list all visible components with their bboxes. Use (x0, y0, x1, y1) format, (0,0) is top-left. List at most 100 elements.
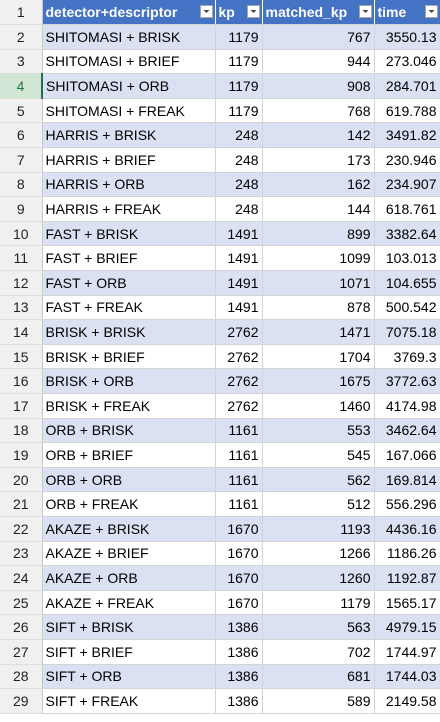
cell-detector-descriptor[interactable]: SIFT + ORB (42, 664, 216, 690)
row-header[interactable]: 15 (0, 344, 43, 370)
cell-detector-descriptor[interactable]: ORB + ORB (42, 467, 216, 493)
row-header[interactable]: 5 (0, 98, 43, 124)
cell-matched-kp[interactable]: 944 (262, 49, 375, 75)
cell-kp[interactable]: 1386 (215, 639, 263, 665)
cell-time[interactable]: 7075.18 (374, 319, 440, 345)
cell-detector-descriptor[interactable]: FAST + BRIEF (42, 245, 216, 272)
cell-time[interactable]: 284.701 (374, 73, 440, 99)
cell-detector-descriptor[interactable]: SIFT + FREAK (42, 688, 216, 714)
row-header[interactable]: 18 (0, 418, 43, 444)
cell-time[interactable]: 3491.82 (374, 122, 440, 149)
cell-time[interactable]: 1744.97 (374, 639, 440, 665)
cell-time[interactable]: 273.046 (374, 49, 440, 75)
row-header[interactable]: 1 (0, 0, 43, 26)
row-header[interactable]: 3 (0, 49, 43, 75)
cell-detector-descriptor[interactable]: AKAZE + ORB (42, 565, 216, 591)
cell-matched-kp[interactable]: 162 (262, 172, 375, 198)
cell-time[interactable]: 1565.17 (374, 590, 440, 616)
cell-detector-descriptor[interactable]: BRISK + ORB (42, 368, 216, 394)
cell-matched-kp[interactable]: 768 (262, 98, 375, 124)
row-header[interactable]: 12 (0, 270, 43, 296)
row-header[interactable]: 6 (0, 122, 43, 149)
cell-kp[interactable]: 1179 (215, 49, 263, 75)
filter-dropdown-icon[interactable] (199, 5, 213, 18)
cell-detector-descriptor[interactable]: AKAZE + BRISK (42, 516, 216, 542)
cell-time[interactable]: 556.296 (374, 491, 440, 517)
cell-detector-descriptor[interactable]: ORB + BRISK (42, 418, 216, 444)
cell-detector-descriptor[interactable]: HARRIS + FREAK (42, 196, 216, 222)
row-header[interactable]: 25 (0, 590, 43, 616)
cell-detector-descriptor[interactable]: SHITOMASI + FREAK (42, 98, 216, 124)
filter-dropdown-icon[interactable] (424, 5, 438, 18)
cell-time[interactable]: 1192.87 (374, 565, 440, 591)
cell-kp[interactable]: 2762 (215, 368, 263, 394)
cell-kp[interactable]: 1161 (215, 467, 263, 493)
cell-kp[interactable]: 1161 (215, 418, 263, 444)
cell-kp[interactable]: 1179 (215, 98, 263, 124)
cell-matched-kp[interactable]: 545 (262, 442, 375, 468)
cell-kp[interactable]: 1491 (215, 221, 263, 247)
cell-matched-kp[interactable]: 767 (262, 24, 375, 50)
row-header[interactable]: 23 (0, 541, 43, 567)
cell-kp[interactable]: 1491 (215, 245, 263, 272)
cell-kp[interactable]: 1386 (215, 614, 263, 640)
cell-kp[interactable]: 2762 (215, 319, 263, 345)
cell-matched-kp[interactable]: 173 (262, 147, 375, 173)
cell-time[interactable]: 1744.03 (374, 664, 440, 690)
column-header-kp[interactable]: kp (215, 0, 263, 26)
cell-time[interactable]: 3772.63 (374, 368, 440, 394)
cell-kp[interactable]: 1161 (215, 491, 263, 517)
cell-kp[interactable]: 1670 (215, 590, 263, 616)
cell-kp[interactable]: 248 (215, 196, 263, 222)
cell-time[interactable]: 169.814 (374, 467, 440, 493)
cell-kp[interactable]: 1491 (215, 295, 263, 321)
cell-matched-kp[interactable]: 144 (262, 196, 375, 222)
cell-detector-descriptor[interactable]: SHITOMASI + BRIEF (42, 49, 216, 75)
cell-time[interactable]: 500.542 (374, 295, 440, 321)
cell-time[interactable]: 2149.58 (374, 688, 440, 714)
cell-time[interactable]: 103.013 (374, 245, 440, 272)
cell-kp[interactable]: 1670 (215, 516, 263, 542)
row-header[interactable]: 24 (0, 565, 43, 591)
cell-matched-kp[interactable]: 1704 (262, 344, 375, 370)
cell-time[interactable]: 3462.64 (374, 418, 440, 444)
cell-matched-kp[interactable]: 1260 (262, 565, 375, 591)
column-header-matched-kp[interactable]: matched_kp (262, 0, 375, 26)
cell-matched-kp[interactable]: 908 (262, 73, 375, 99)
cell-kp[interactable]: 1386 (215, 664, 263, 690)
cell-matched-kp[interactable]: 1675 (262, 368, 375, 394)
cell-kp[interactable]: 248 (215, 147, 263, 173)
row-header[interactable]: 8 (0, 172, 43, 198)
cell-matched-kp[interactable]: 1460 (262, 393, 375, 419)
cell-time[interactable]: 1186.26 (374, 541, 440, 567)
column-header-time[interactable]: time (374, 0, 440, 26)
row-header[interactable]: 21 (0, 491, 43, 517)
row-header[interactable]: 17 (0, 393, 43, 419)
row-header[interactable]: 19 (0, 442, 43, 468)
cell-detector-descriptor[interactable]: FAST + BRISK (42, 221, 216, 247)
cell-detector-descriptor[interactable]: ORB + FREAK (42, 491, 216, 517)
cell-kp[interactable]: 1161 (215, 442, 263, 468)
cell-detector-descriptor[interactable]: HARRIS + BRIEF (42, 147, 216, 173)
cell-time[interactable]: 104.655 (374, 270, 440, 296)
row-header[interactable]: 7 (0, 147, 43, 173)
row-header[interactable]: 28 (0, 664, 43, 690)
row-header[interactable]: 16 (0, 368, 43, 394)
row-header[interactable]: 13 (0, 295, 43, 321)
cell-matched-kp[interactable]: 142 (262, 122, 375, 149)
cell-detector-descriptor[interactable]: BRISK + BRISK (42, 319, 216, 345)
cell-detector-descriptor[interactable]: ORB + BRIEF (42, 442, 216, 468)
cell-matched-kp[interactable]: 1193 (262, 516, 375, 542)
cell-detector-descriptor[interactable]: BRISK + BRIEF (42, 344, 216, 370)
row-header[interactable]: 2 (0, 24, 43, 50)
cell-kp[interactable]: 1179 (215, 24, 263, 50)
cell-kp[interactable]: 1670 (215, 565, 263, 591)
cell-matched-kp[interactable]: 1266 (262, 541, 375, 567)
cell-matched-kp[interactable]: 681 (262, 664, 375, 690)
cell-matched-kp[interactable]: 899 (262, 221, 375, 247)
column-header-detector-descriptor[interactable]: detector+descriptor (42, 0, 216, 26)
cell-time[interactable]: 230.946 (374, 147, 440, 173)
cell-detector-descriptor[interactable]: SHITOMASI + BRISK (42, 24, 216, 50)
cell-matched-kp[interactable]: 1471 (262, 319, 375, 345)
row-header[interactable]: 11 (0, 245, 43, 272)
